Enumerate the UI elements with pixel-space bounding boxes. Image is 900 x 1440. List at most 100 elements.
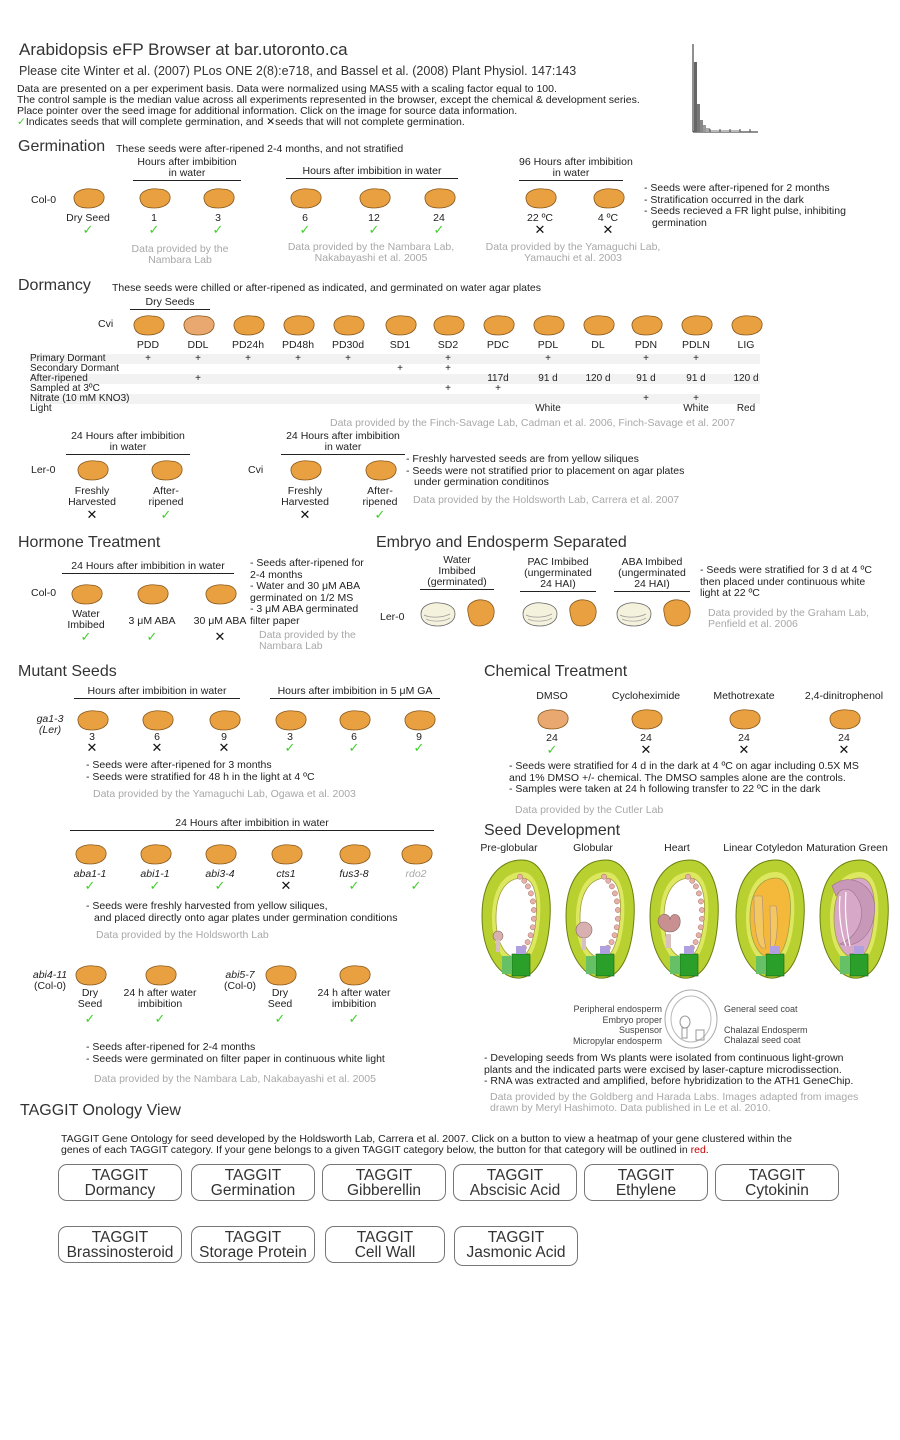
development-stage-3[interactable] [726,856,808,982]
germination-seed-2[interactable] [200,187,236,209]
dormancy-freshness-seed-2[interactable] [287,459,323,481]
chemical-seed-2[interactable] [726,708,762,730]
germination-seed-label-7: 4 ºC [597,212,619,224]
hormone-seed-1[interactable] [134,583,170,605]
ga1-3-seed-5[interactable] [401,709,437,731]
mutant-seed-rdo2[interactable] [398,843,434,865]
ga1-3-seed-2[interactable] [206,709,242,731]
dormancy-cell: 120 d [585,373,611,384]
germination-seed-1[interactable] [136,187,172,209]
mutant-seed-cts1[interactable] [268,843,304,865]
dormancy-col-label-6: SD2 [437,339,459,351]
germination-seed-5[interactable] [421,187,457,209]
endosperm-sample-1[interactable] [520,600,560,628]
ga1-3-seed-1[interactable] [139,709,175,731]
mutant-genotype-label-4: fus3-8 [339,868,369,880]
endosperm-sample-2[interactable] [614,600,654,628]
dormancy-seed-sd1[interactable] [382,314,418,336]
development-legend-left: Peripheral endosperm Embryo proper Suspen… [572,1004,662,1046]
dormancy-cell: + [545,353,551,364]
hormone-seed-2[interactable] [202,583,238,605]
germination-seed-3[interactable] [287,187,323,209]
legend-line: ✓Indicates seeds that will complete germ… [17,116,465,128]
taggit-ethylene-button[interactable]: TAGGIT Ethylene [584,1164,708,1201]
chemical-seed-0[interactable] [534,708,570,730]
dormancy-row-label-0: Primary Dormant [30,353,106,364]
development-stage-0[interactable] [472,856,554,982]
development-stage-4[interactable] [810,856,892,982]
hormone-header: 24 Hours after imbibition in water [62,561,234,574]
germination-seed-0[interactable] [70,187,106,209]
endosperm-sample-0[interactable] [418,600,458,628]
embryo-sample-1[interactable] [566,598,598,628]
abi-seed-0[interactable] [72,964,108,986]
check-icon: ✓ [154,1011,166,1026]
germination-seed-label-1: 1 [151,212,157,224]
taggit-abscisic-acid-button[interactable]: TAGGIT Abscisic Acid [453,1164,577,1201]
mutant-notes-2: - Seeds were freshly harvested from yell… [86,900,398,924]
dormancy-cell: + [397,363,403,374]
taggit-cell-wall-button[interactable]: TAGGIT Cell Wall [325,1226,445,1263]
embryo-sample-0[interactable] [464,598,496,628]
dormancy-seed-pdd[interactable] [130,314,166,336]
mutant-seed-abi1-1[interactable] [137,843,173,865]
hormone-seed-0[interactable] [68,583,104,605]
taggit-germination-button[interactable]: TAGGIT Germination [191,1164,315,1201]
germination-seed-label-2: 3 [215,212,221,224]
dormancy-seed-ddl[interactable] [180,314,216,336]
dormancy-seed-pd24h[interactable] [230,314,266,336]
dormancy-seed-pd48h[interactable] [280,314,316,336]
dormancy-freshness-seed-3[interactable] [362,459,398,481]
taggit-jasmonic-acid-button[interactable]: TAGGIT Jasmonic Acid [454,1226,578,1266]
germination-seed-6[interactable] [522,187,558,209]
mutant-seed-fus3-8[interactable] [336,843,372,865]
hormone-credit: Data provided by the Nambara Lab [259,629,356,652]
development-stage-2[interactable] [640,856,722,982]
ga1-3-seed-0[interactable] [74,709,110,731]
check-icon: ✓ [413,740,425,755]
dormancy-seed-sd2[interactable] [430,314,466,336]
taggit-gibberellin-button[interactable]: TAGGIT Gibberellin [322,1164,446,1201]
abi-seed-3[interactable] [336,964,372,986]
mutant-seed-abi3-4[interactable] [202,843,238,865]
dormancy-seed-pdc[interactable] [480,314,516,336]
taggit-brassinosteroid-button[interactable]: TAGGIT Brassinosteroid [58,1226,182,1263]
germination-credit-a: Data provided by the Nambara Lab [131,243,229,266]
dormancy-freshness-label-0: Freshly Harvested [68,485,116,508]
taggit-cytokinin-button[interactable]: TAGGIT Cytokinin [715,1164,839,1201]
abi-label-0: Dry Seed [77,987,103,1010]
embryo-notes: - Seeds were stratified for 3 d at 4 ºC … [700,564,872,599]
dormancy-seed-pdl[interactable] [530,314,566,336]
hormone-title: Hormone Treatment [18,534,161,551]
cross-icon: ✕ [534,222,546,237]
dormancy-credit: Data provided by the Finch-Savage Lab, C… [330,417,736,429]
development-stage-1[interactable] [556,856,638,982]
dormancy-seed-pd30d[interactable] [330,314,366,336]
mutant-seed-aba1-1[interactable] [72,843,108,865]
mutant-notes: - Seeds were after-ripened for 3 months -… [86,759,315,783]
chemical-seed-3[interactable] [826,708,862,730]
chemical-seed-1[interactable] [628,708,664,730]
dormancy-seed-lig[interactable] [728,314,764,336]
chemical-time-3: 24 [838,732,850,744]
ga1-3-seed-3[interactable] [272,709,308,731]
dormancy-seed-pdln[interactable] [678,314,714,336]
taggit-storage-protein-button[interactable]: TAGGIT Storage Protein [191,1226,315,1263]
check-icon: ✓ [84,1011,96,1026]
abi-seed-1[interactable] [142,964,178,986]
ga1-3-seed-4[interactable] [336,709,372,731]
mutant-credit-2: Data provided by the Holdsworth Lab [96,929,269,941]
abi-seed-2[interactable] [262,964,298,986]
germination-seed-7[interactable] [590,187,626,209]
germination-seed-label-6: 22 ºC [526,212,553,224]
dormancy-freshness-seed-0[interactable] [74,459,110,481]
taggit-dormancy-button[interactable]: TAGGIT Dormancy [58,1164,182,1201]
dormancy-seed-dl[interactable] [580,314,616,336]
dormancy-seed-pdn[interactable] [628,314,664,336]
dormancy-freshness-seed-1[interactable] [148,459,184,481]
germination-seed-4[interactable] [356,187,392,209]
dormancy-cell: 117d [487,373,509,384]
cross-icon: ✕ [214,629,226,644]
embryo-sample-2[interactable] [660,598,692,628]
mutant-genotype-label-2: abi3-4 [205,868,235,880]
